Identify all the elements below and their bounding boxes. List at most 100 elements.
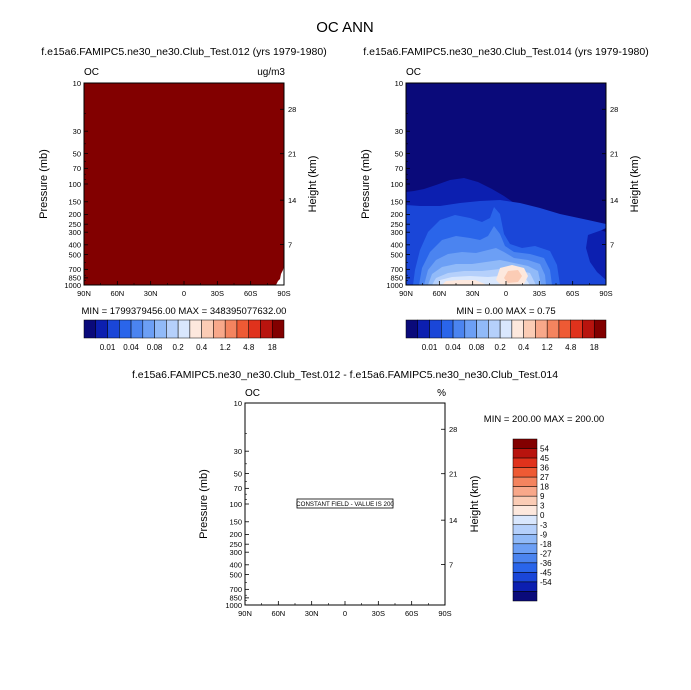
panel-c-ytick-label: 200 — [229, 530, 242, 539]
panel-a-ytick-label: 250 — [68, 220, 81, 229]
panel-b-colorbar-swatch — [452, 319, 466, 339]
panel-c-colorbar-swatch — [512, 476, 538, 487]
panel-b-colorbar-swatch — [429, 319, 442, 339]
panel-a-ytick-label: 150 — [68, 198, 81, 207]
panel-a-xtick-label: 30N — [144, 289, 158, 298]
panel-c-colorbar-swatch — [512, 505, 538, 516]
panel-b-colorbar-swatch — [535, 319, 548, 339]
panel-a-ytick-label: 850 — [68, 274, 81, 283]
panel-a-colorbar-swatch — [201, 319, 214, 339]
panel-a-field — [84, 83, 284, 285]
panel-b-ytick-label: 250 — [390, 220, 403, 229]
panel-c-ytick-label: 700 — [229, 585, 242, 594]
panel-a-ytick-label: 400 — [68, 241, 81, 250]
panel-c-colorbar-swatch — [512, 457, 538, 468]
panel-a-colorbar-swatch — [248, 319, 261, 339]
panel-c-xtick-label: 90N — [238, 609, 252, 618]
panel-b-ytick-right-label: 14 — [610, 196, 618, 205]
panel-b-colorbar-swatch — [499, 319, 513, 339]
panel-c-colorbar-swatch — [512, 562, 538, 573]
panel-b-ytick-label: 150 — [390, 198, 403, 207]
panel-a-ytick-label: 70 — [73, 164, 81, 173]
panel-c-colorbar-label: 0 — [540, 511, 545, 520]
panel-c-xtick-label: 90S — [438, 609, 451, 618]
panel-b-colorbar-label: 0.2 — [495, 343, 507, 352]
panel-a-colorbar-label: 0.01 — [100, 343, 116, 352]
panel-b-colorbar-label: 1.2 — [542, 343, 554, 352]
panel-a-colorbar-swatch — [130, 319, 144, 339]
panel-b-colorbar-label: 0.4 — [518, 343, 530, 352]
panel-a-ytick-label: 1000 — [64, 281, 81, 290]
panel-c-colorbar-label: -45 — [540, 568, 552, 577]
panel-a-ytick-label: 10 — [73, 79, 81, 88]
panel-b-ytick-label: 500 — [390, 250, 403, 259]
panel-a-colorbar-swatch — [107, 319, 120, 339]
panel-a-ytick-label: 200 — [68, 210, 81, 219]
figure-title: OC ANN — [316, 19, 374, 36]
panel-b: f.e15a6.FAMIPC5.ne30_ne30.Club_Test.014 … — [360, 46, 649, 352]
panel-c-ytick-label: 500 — [229, 570, 242, 579]
panel-a-ytick-label: 100 — [68, 180, 81, 189]
panel-b-xtick-label: 60N — [432, 289, 446, 298]
panel-b-ytick-label: 850 — [390, 274, 403, 283]
panel-a-ytick-label: 50 — [73, 149, 81, 158]
panel-c-ytick-label: 150 — [229, 518, 242, 527]
panel-a-colorbar-swatch — [83, 319, 97, 339]
panel-a-colorbar-label: 1.2 — [220, 343, 232, 352]
panel-a-left-label: OC — [84, 67, 99, 78]
panel-c-colorbar-label: 27 — [540, 473, 549, 482]
panel-a-ylabel-right: Height (km) — [307, 156, 319, 213]
panel-b-ylabel-right: Height (km) — [629, 156, 641, 213]
panel-b-colorbar-swatch — [441, 319, 454, 339]
panel-b-ytick-label: 50 — [395, 149, 403, 158]
panel-c-xtick-label: 0 — [343, 609, 347, 618]
panel-a-colorbar-swatch — [119, 319, 132, 339]
panel-a-xtick-label: 60N — [110, 289, 124, 298]
panel-a-xtick-label: 90N — [77, 289, 91, 298]
panel-c-axes: 1030507010015020025030040050070085010002… — [225, 399, 457, 618]
panel-b-stats: MIN = 0.00 MAX = 0.75 — [456, 306, 555, 317]
panel-a-colorbar-swatch — [236, 319, 249, 339]
panel-c-colorbar-label: 3 — [540, 502, 545, 511]
panel-a: f.e15a6.FAMIPC5.ne30_ne30.Club_Test.012 … — [38, 46, 327, 352]
panel-b-ylabel: Pressure (mb) — [360, 149, 372, 219]
panel-c-xtick-label: 30N — [305, 609, 319, 618]
panel-b-xtick-label: 0 — [504, 289, 508, 298]
panel-a-colorbar-label: 4.8 — [243, 343, 255, 352]
panel-b-colorbar-swatch — [546, 319, 560, 339]
panel-c-xtick-label: 30S — [372, 609, 385, 618]
panel-c-colorbar-label: 9 — [540, 492, 545, 501]
panel-b-colorbar-swatch — [570, 319, 583, 339]
panel-c-ytick-label: 250 — [229, 540, 242, 549]
panel-b-colorbar: 0.01 0.04 0.08 0.2 0.4 1.2 4.8 18 — [405, 319, 607, 352]
panel-c-colorbar-label: -27 — [540, 549, 552, 558]
panel-c-stats: MIN = 200.00 MAX = 200.00 — [484, 414, 604, 425]
panel-a-ytick-label: 300 — [68, 228, 81, 237]
panel-b-colorbar-label: 0.01 — [422, 343, 438, 352]
panel-b-axes: 1030507010015020025030040050070085010002… — [386, 79, 618, 298]
panel-c-colorbar-swatch — [512, 553, 538, 564]
panel-b-xtick-label: 30S — [533, 289, 546, 298]
panel-c-ytick-label: 400 — [229, 561, 242, 570]
panel-a-colorbar: 0.01 0.04 0.08 0.2 0.4 1.2 4.8 18 — [83, 319, 285, 352]
panel-c-ylabel-right: Height (km) — [469, 476, 481, 533]
panel-a-colorbar-swatch — [224, 319, 238, 339]
panel-c-xtick-label: 60S — [405, 609, 418, 618]
panel-b-ytick-label: 400 — [390, 241, 403, 250]
panel-c-ytick-label: 70 — [234, 484, 242, 493]
panel-c-annotation-box — [296, 498, 394, 509]
panel-a-colorbar-swatch — [166, 319, 179, 339]
panel-b-colorbar-swatch — [464, 319, 477, 339]
panel-a-ytick-right-label: 14 — [288, 196, 296, 205]
panel-c-colorbar-swatch — [512, 534, 538, 545]
panel-c-colorbar-swatch — [512, 524, 538, 535]
panel-b-ytick-right-label: 21 — [610, 150, 618, 159]
panel-b-colorbar-label: 4.8 — [565, 343, 577, 352]
panel-a-ytick-right-label: 28 — [288, 105, 296, 114]
panel-a-ytick-label: 30 — [73, 127, 81, 136]
panel-c-colorbar-label: -54 — [540, 578, 552, 587]
panel-c-colorbar-label: 18 — [540, 483, 549, 492]
panel-b-colorbar-label: 18 — [590, 343, 599, 352]
panel-c-colorbar-swatch — [512, 495, 538, 506]
panel-b-ytick-label: 700 — [390, 265, 403, 274]
